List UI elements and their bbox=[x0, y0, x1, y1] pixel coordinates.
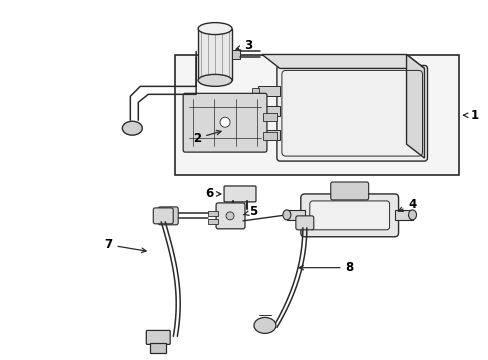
FancyBboxPatch shape bbox=[276, 66, 427, 161]
Text: 7: 7 bbox=[104, 238, 146, 252]
Polygon shape bbox=[406, 54, 424, 158]
Bar bbox=[208, 211, 218, 216]
Bar bbox=[232, 50, 240, 59]
Text: 8: 8 bbox=[299, 261, 353, 274]
FancyBboxPatch shape bbox=[224, 186, 255, 202]
Polygon shape bbox=[262, 54, 424, 68]
Bar bbox=[175, 55, 458, 175]
FancyBboxPatch shape bbox=[300, 194, 398, 237]
Bar bbox=[263, 132, 276, 140]
Ellipse shape bbox=[407, 210, 416, 220]
FancyBboxPatch shape bbox=[330, 182, 368, 200]
Text: 6: 6 bbox=[204, 188, 221, 201]
FancyBboxPatch shape bbox=[153, 208, 173, 224]
FancyBboxPatch shape bbox=[146, 330, 170, 345]
Text: 4: 4 bbox=[398, 198, 416, 211]
Bar bbox=[394, 210, 412, 220]
Ellipse shape bbox=[253, 318, 275, 333]
Circle shape bbox=[220, 117, 229, 127]
Bar bbox=[286, 210, 304, 220]
Text: 2: 2 bbox=[193, 130, 221, 145]
Bar bbox=[263, 113, 276, 121]
Bar bbox=[251, 108, 259, 114]
Bar bbox=[251, 132, 259, 138]
FancyBboxPatch shape bbox=[158, 207, 178, 225]
Text: 5: 5 bbox=[243, 205, 257, 219]
Ellipse shape bbox=[122, 121, 142, 135]
Bar bbox=[251, 88, 259, 94]
Text: 1: 1 bbox=[463, 109, 477, 122]
Bar bbox=[258, 106, 279, 116]
Circle shape bbox=[225, 212, 234, 220]
FancyBboxPatch shape bbox=[309, 201, 389, 230]
Ellipse shape bbox=[198, 23, 232, 35]
Ellipse shape bbox=[198, 75, 232, 86]
Bar bbox=[150, 343, 166, 353]
Text: 3: 3 bbox=[236, 39, 251, 52]
Bar bbox=[198, 28, 232, 80]
Bar bbox=[258, 130, 279, 140]
Bar bbox=[208, 219, 218, 224]
FancyBboxPatch shape bbox=[216, 203, 244, 229]
Bar bbox=[258, 86, 279, 96]
FancyBboxPatch shape bbox=[183, 93, 266, 152]
Ellipse shape bbox=[283, 210, 290, 220]
FancyBboxPatch shape bbox=[295, 216, 313, 230]
